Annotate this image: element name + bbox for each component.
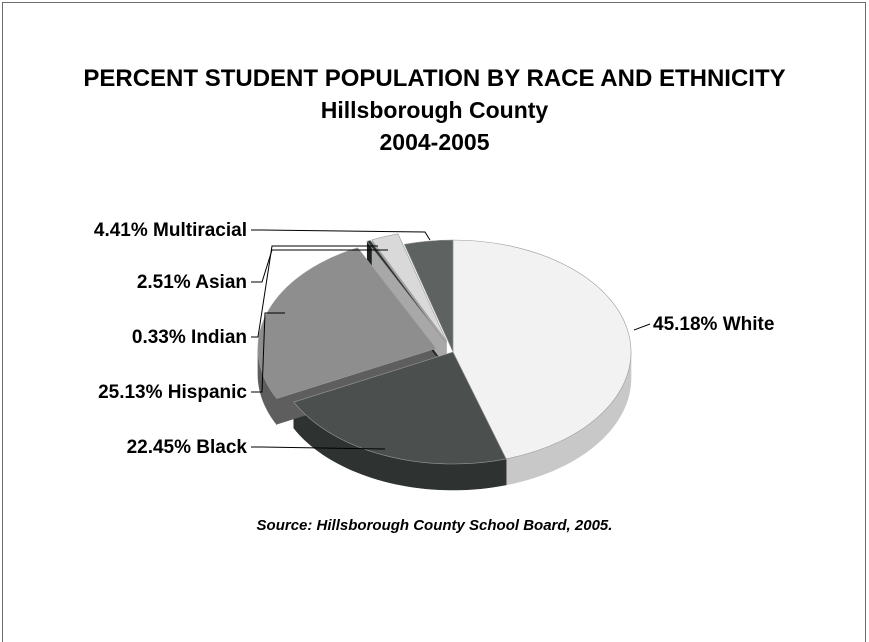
chart-subtitle: Hillsborough County <box>320 97 549 123</box>
pie-slice-asian <box>371 233 448 342</box>
pie-chart: 45.18% White 22.45% Black 25.13% Hispanic 0… <box>94 220 775 491</box>
slice-label-black: 22.45% Black <box>127 437 248 458</box>
pie-slice-white <box>452 239 632 460</box>
leader-line-multiracial <box>251 229 431 241</box>
leader-line-black <box>251 446 386 450</box>
leader-line-hispanic <box>251 312 285 393</box>
slice-label-indian: 0.33% Indian <box>132 327 247 348</box>
pie-slice-black <box>293 351 507 465</box>
pie-tops <box>257 233 632 465</box>
chart-source: Source: Hillsborough County School Board… <box>256 517 613 534</box>
leader-line-asian <box>251 249 388 283</box>
slice-label-multiracial: 4.41% Multiracial <box>94 220 247 241</box>
slice-label-hispanic: 25.13% Hispanic <box>98 382 247 403</box>
pie-labels: 45.18% White 22.45% Black 25.13% Hispanic 0… <box>94 220 775 458</box>
leader-line-white <box>633 323 651 331</box>
leader-line-indian <box>251 245 378 338</box>
slice-label-white: 45.18% White <box>653 314 774 335</box>
slice-label-asian: 2.51% Asian <box>137 272 247 293</box>
chart-title: PERCENT STUDENT POPULATION BY RACE AND E… <box>83 65 786 92</box>
chart-period: 2004-2005 <box>379 129 490 155</box>
pie-slice-indian <box>366 239 446 343</box>
pie-slice-multiracial <box>403 239 454 353</box>
